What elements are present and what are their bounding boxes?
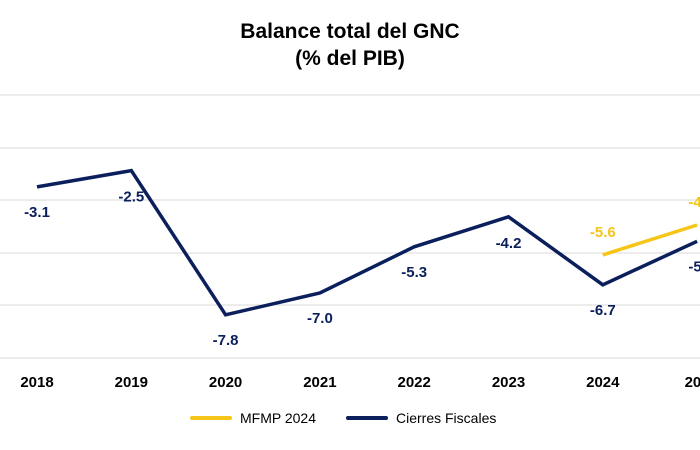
x-tick-2019: 2019	[115, 374, 148, 391]
x-tick-2022: 2022	[398, 374, 431, 391]
legend-swatch-cierres	[346, 416, 388, 420]
data-label-1-2021: -7.0	[307, 310, 333, 327]
gridlines	[0, 94, 700, 359]
x-tick-2020: 2020	[209, 374, 242, 391]
data-label-1-2019: -2.5	[118, 189, 144, 206]
legend: MFMP 2024 Cierres Fiscales	[190, 408, 526, 428]
data-label-1-2018: -3.1	[24, 204, 50, 221]
data-label-0-2025: -4.	[688, 194, 700, 211]
series-line-0	[602, 223, 698, 257]
data-label-1-2025: -5.	[688, 258, 700, 275]
x-tick-2021: 2021	[303, 374, 336, 391]
legend-item-mfmp: MFMP 2024	[190, 410, 316, 426]
chart-title-subtitle: (% del PIB)	[295, 47, 405, 70]
data-label-1-2024: -6.7	[590, 302, 616, 319]
series-line-1	[36, 168, 698, 317]
legend-swatch-mfmp	[190, 416, 232, 420]
chart-title: Balance total del GNC (% del PIB)	[0, 18, 700, 72]
x-tick-2018: 2018	[20, 374, 53, 391]
data-labels: -5.6 -4. -3.1 -2.5 -7.8 -7.0 -5.3 -4.2 -6.7 -5.	[24, 189, 700, 349]
legend-label-mfmp: MFMP 2024	[240, 410, 316, 426]
x-tick-2025: 202	[685, 374, 700, 391]
data-label-0-2024: -5.6	[590, 224, 616, 241]
x-tick-2024: 2024	[586, 374, 620, 391]
chart-title-main: Balance total del GNC	[240, 20, 460, 43]
data-label-1-2022: -5.3	[401, 264, 427, 281]
legend-label-cierres: Cierres Fiscales	[396, 410, 497, 426]
data-label-1-2020: -7.8	[213, 332, 239, 349]
legend-item-cierres: Cierres Fiscales	[346, 410, 496, 426]
series-lines	[36, 168, 698, 317]
x-axis-ticks: 2018 2019 2020 2021 2022 2023 2024 202	[20, 374, 700, 391]
x-tick-2023: 2023	[492, 374, 525, 391]
data-label-1-2023: -4.2	[496, 235, 522, 252]
